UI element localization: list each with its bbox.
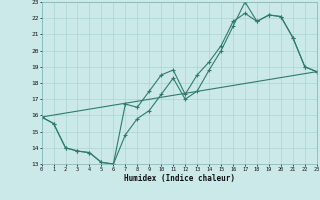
X-axis label: Humidex (Indice chaleur): Humidex (Indice chaleur) (124, 174, 235, 183)
